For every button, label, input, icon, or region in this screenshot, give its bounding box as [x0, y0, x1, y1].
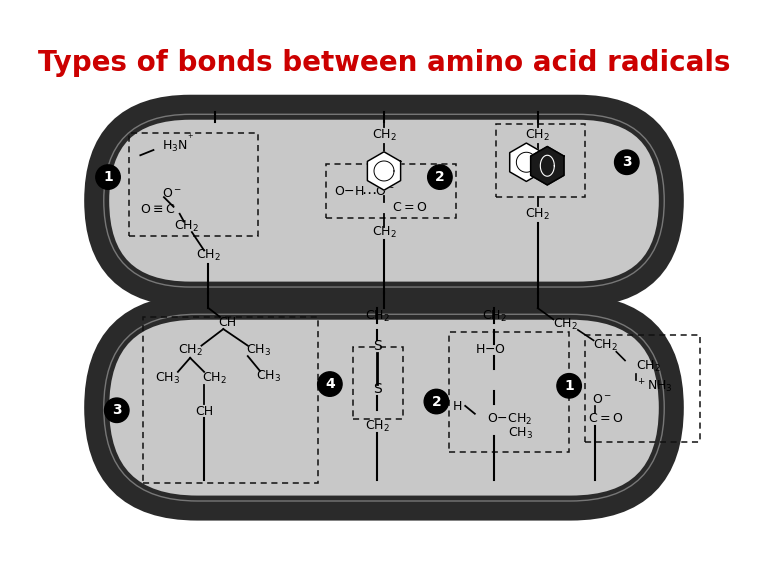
Text: $\cdots$: $\cdots$: [361, 184, 377, 199]
Text: 2: 2: [435, 170, 445, 184]
Circle shape: [424, 389, 449, 414]
Text: CH$_2$: CH$_2$: [174, 219, 199, 234]
Text: CH$_3$: CH$_3$: [508, 426, 533, 441]
Text: Types of bonds between amino acid radicals: Types of bonds between amino acid radica…: [38, 49, 730, 77]
Text: O$^-$: O$^-$: [376, 184, 396, 198]
Text: CH$_2$: CH$_2$: [372, 128, 396, 143]
Polygon shape: [531, 146, 564, 185]
Bar: [143, 317, 318, 483]
Text: CH$_2$: CH$_2$: [594, 338, 618, 353]
Text: H$_3$N: H$_3$N: [162, 139, 187, 154]
Polygon shape: [510, 143, 543, 181]
Text: CH$_2$: CH$_2$: [525, 207, 550, 222]
Text: CH$_2$: CH$_2$: [482, 309, 506, 324]
Text: H: H: [452, 400, 462, 413]
Text: C$=$O: C$=$O: [588, 412, 624, 426]
Bar: [496, 124, 585, 197]
Bar: [353, 347, 403, 419]
Text: 4: 4: [325, 377, 335, 391]
Text: S: S: [372, 339, 382, 353]
Text: CH$_3$: CH$_3$: [155, 370, 180, 385]
Text: O$-$H: O$-$H: [334, 184, 365, 198]
Text: 3: 3: [112, 403, 121, 417]
Text: CH$_2$: CH$_2$: [553, 317, 578, 332]
FancyBboxPatch shape: [97, 107, 671, 294]
Circle shape: [318, 372, 342, 396]
Text: CH$_2$: CH$_2$: [635, 359, 660, 374]
Bar: [129, 132, 258, 236]
Text: 1: 1: [564, 379, 574, 393]
Text: 2: 2: [432, 395, 442, 408]
Bar: [449, 332, 569, 452]
Text: CH: CH: [219, 316, 237, 329]
Text: CH$_3$: CH$_3$: [246, 343, 271, 358]
Text: 1: 1: [103, 170, 113, 184]
Bar: [326, 164, 455, 218]
Circle shape: [428, 165, 452, 190]
Text: O$-$CH$_2$: O$-$CH$_2$: [487, 412, 532, 427]
Text: $^+$: $^+$: [186, 133, 194, 143]
Text: O$\equiv$C: O$\equiv$C: [141, 203, 176, 216]
Text: CH$_2$: CH$_2$: [196, 248, 221, 263]
Text: CH$_2$: CH$_2$: [365, 309, 389, 324]
Polygon shape: [367, 151, 401, 190]
Circle shape: [614, 150, 639, 175]
Text: CH$_2$: CH$_2$: [372, 225, 396, 240]
Text: CH$_3$: CH$_3$: [257, 369, 281, 384]
Text: CH$_2$: CH$_2$: [525, 128, 550, 143]
Circle shape: [557, 374, 581, 398]
Text: H$-$O: H$-$O: [475, 343, 506, 355]
Text: S: S: [372, 382, 382, 396]
Text: CH$_2$: CH$_2$: [365, 418, 389, 434]
Text: 3: 3: [622, 156, 631, 169]
Text: CH: CH: [195, 404, 214, 418]
FancyBboxPatch shape: [97, 307, 671, 508]
Text: $^+$NH$_3$: $^+$NH$_3$: [635, 377, 672, 395]
Circle shape: [96, 165, 121, 190]
Bar: [585, 335, 700, 442]
Text: O$^-$: O$^-$: [592, 393, 612, 406]
Text: CH$_2$: CH$_2$: [202, 370, 227, 385]
Text: C$=$O: C$=$O: [392, 201, 427, 214]
Text: CH$_2$: CH$_2$: [177, 343, 203, 358]
Circle shape: [104, 398, 129, 422]
Text: O$^-$: O$^-$: [162, 187, 182, 200]
